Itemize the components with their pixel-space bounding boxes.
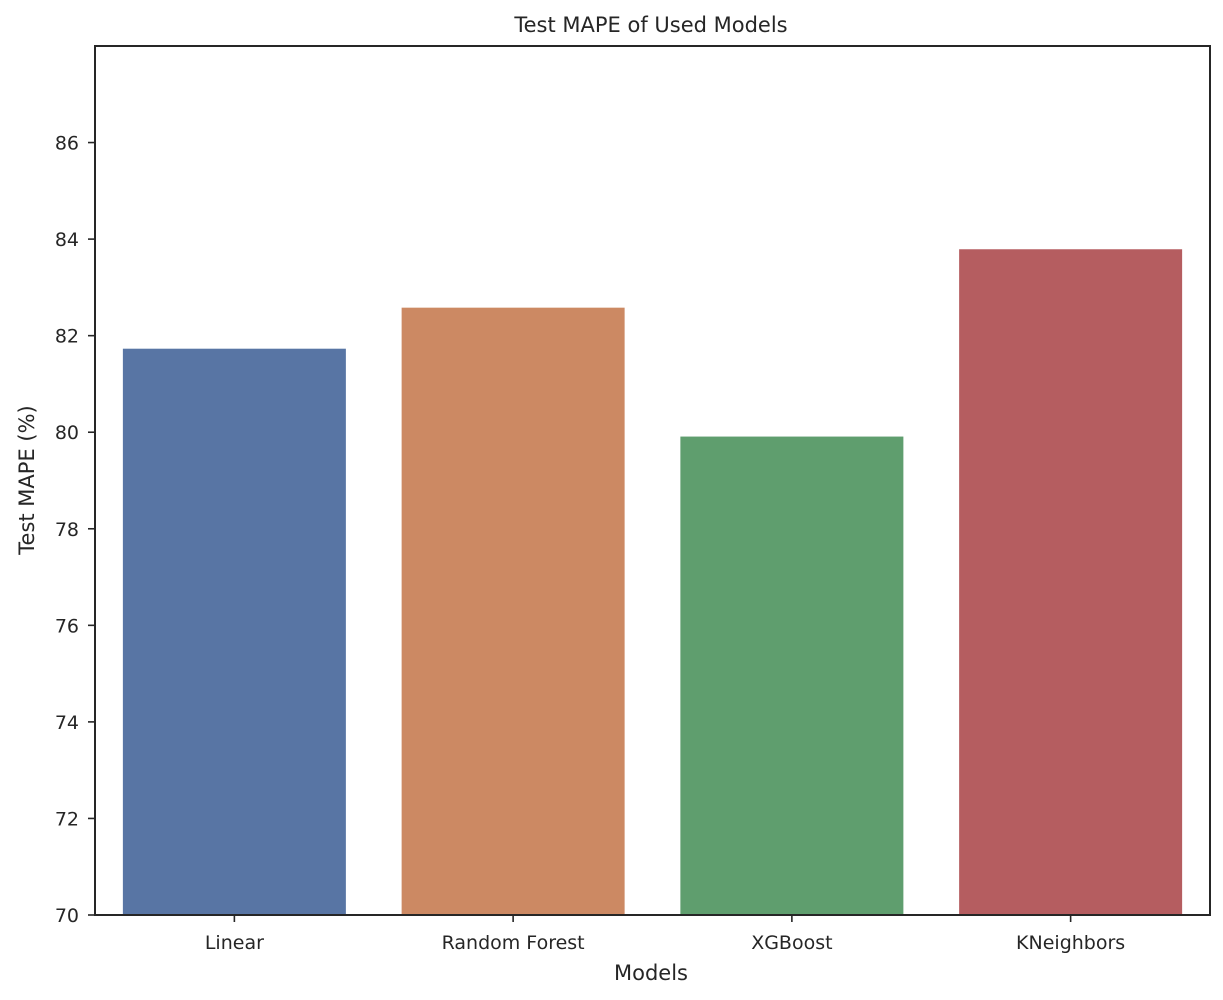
- y-tick-label: 80: [55, 422, 79, 444]
- bar-random-forest: [401, 307, 625, 916]
- plot-frame: [94, 45, 1211, 916]
- y-axis: 70 72 74 76 78 80 82 84 86: [55, 133, 95, 927]
- bars-group: [122, 249, 1183, 916]
- x-tick-label: KNeighbors: [1016, 932, 1125, 954]
- x-axis: Linear Random Forest XGBoost KNeighbors: [205, 915, 1125, 954]
- y-tick-label: 78: [55, 519, 79, 541]
- y-tick-label: 70: [55, 905, 79, 927]
- bar-xgboost: [680, 436, 904, 915]
- y-tick-label: 84: [55, 229, 79, 251]
- y-tick-label: 86: [55, 133, 79, 155]
- bar-linear: [122, 348, 346, 915]
- y-tick-label: 74: [55, 712, 79, 734]
- y-axis-label: Test MAPE (%): [15, 405, 39, 555]
- x-axis-label: Models: [614, 961, 688, 985]
- y-tick-label: 76: [55, 615, 79, 637]
- y-tick-label: 82: [55, 326, 79, 348]
- x-tick-label: Linear: [205, 932, 264, 954]
- x-tick-label: XGBoost: [751, 932, 832, 954]
- y-tick-label: 72: [55, 808, 79, 830]
- chart-title: Test MAPE of Used Models: [513, 13, 787, 37]
- bar-kneighbors: [959, 249, 1183, 915]
- x-tick-label: Random Forest: [442, 932, 585, 954]
